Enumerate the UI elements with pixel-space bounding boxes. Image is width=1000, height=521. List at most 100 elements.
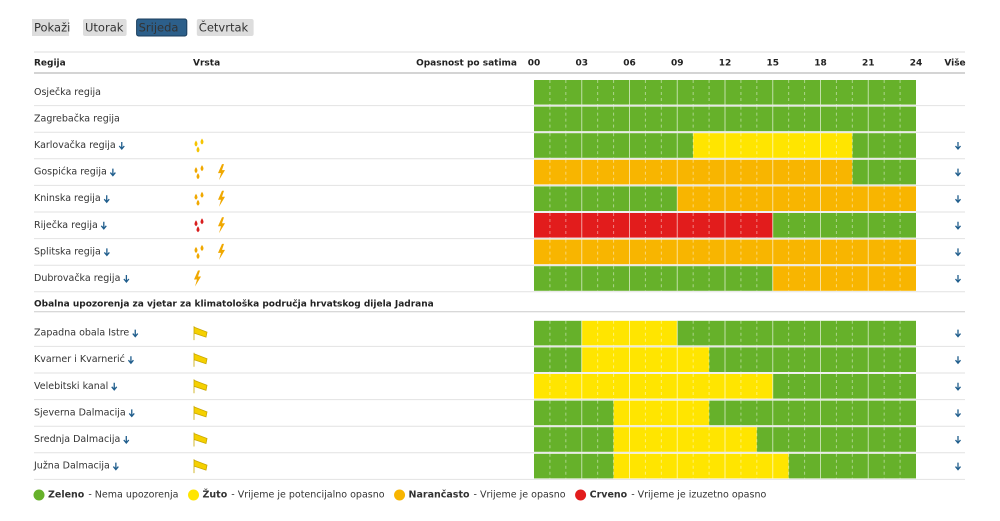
- more-arrow[interactable]: [955, 142, 961, 151]
- expand-arrow[interactable]: [111, 382, 118, 391]
- more-arrow[interactable]: [955, 195, 961, 204]
- expand-arrow[interactable]: [103, 248, 110, 257]
- hazard-segment: [788, 453, 916, 479]
- section-title: Obalna upozorenja za vjetar za klimatolo…: [34, 298, 434, 309]
- legend-swatch: [188, 489, 200, 501]
- rain-icon: [194, 165, 204, 180]
- wind-icon: [193, 405, 208, 420]
- expand-arrow[interactable]: [123, 436, 130, 445]
- rain-icon: [194, 218, 204, 233]
- wind-icon: [193, 352, 208, 367]
- day-tab-label[interactable]: Srijeda: [139, 21, 179, 35]
- legend-description: - Vrijeme je izuzetno opasno: [631, 490, 766, 501]
- hazard-segment: [534, 213, 773, 238]
- day-tabs: Pokaži Utorak Srijeda Četvrtak: [32, 18, 254, 37]
- hazard-segment: [534, 133, 694, 158]
- hazard-segment: [772, 266, 916, 291]
- type-header: Vrsta: [193, 59, 220, 69]
- region-name[interactable]: Sjeverna Dalmacija: [34, 407, 126, 418]
- region-name[interactable]: Karlovačka regija: [34, 140, 116, 151]
- day-tab[interactable]: [83, 19, 127, 36]
- region-header: Regija: [34, 59, 66, 69]
- hazard-segment: [852, 159, 916, 185]
- hazard-segment: [677, 320, 916, 346]
- more-arrow[interactable]: [955, 329, 961, 338]
- hazard-segment: [534, 347, 582, 372]
- region-name[interactable]: Dubrovačka regija: [34, 273, 120, 284]
- lightning-icon: [218, 217, 225, 234]
- region-name[interactable]: Velebitski kanal: [34, 381, 108, 392]
- day-tab[interactable]: [136, 18, 188, 37]
- hazard-segment: [613, 427, 757, 452]
- expand-arrow[interactable]: [100, 221, 107, 230]
- hour-label: 09: [671, 59, 684, 69]
- expand-arrow[interactable]: [128, 409, 135, 418]
- rain-icon: [194, 244, 204, 259]
- hazard-segment: [534, 159, 853, 185]
- hazard-segment: [534, 453, 614, 479]
- wind-icon: [193, 379, 208, 394]
- more-header: Više: [944, 58, 965, 69]
- legend-name: Zeleno: [48, 490, 85, 501]
- lightning-icon: [218, 243, 225, 260]
- region-name[interactable]: Zapadna obala Istre: [34, 328, 129, 339]
- hazard-segment: [756, 427, 916, 452]
- hazard-header: Opasnost po satima: [416, 59, 517, 69]
- more-arrow[interactable]: [955, 436, 961, 445]
- region-name: Zagrebačka regija: [34, 113, 120, 124]
- hazard-segment: [709, 347, 916, 372]
- more-arrow[interactable]: [955, 248, 961, 257]
- more-arrow[interactable]: [955, 382, 961, 391]
- rain-icon: [194, 138, 204, 153]
- hour-label: 00: [528, 59, 541, 69]
- hour-label: 15: [766, 59, 779, 69]
- lightning-icon: [218, 164, 225, 181]
- expand-arrow[interactable]: [132, 329, 139, 338]
- legend-name: Žuto: [203, 489, 228, 501]
- region-name[interactable]: Srednja Dalmacija: [34, 434, 120, 445]
- more-arrow[interactable]: [955, 221, 961, 230]
- show-label-bg: [32, 19, 69, 36]
- more-arrow[interactable]: [955, 275, 961, 284]
- expand-arrow[interactable]: [103, 195, 110, 204]
- region-name[interactable]: Južna Dalmacija: [33, 461, 110, 472]
- hour-label: 06: [623, 59, 636, 69]
- lightning-icon: [194, 270, 201, 287]
- hour-label: 18: [814, 59, 827, 69]
- expand-arrow[interactable]: [112, 462, 119, 471]
- hazard-segment: [709, 400, 916, 426]
- hazard-segment: [534, 266, 773, 291]
- rain-icon: [194, 191, 204, 206]
- region-name: Osječka regija: [34, 87, 101, 98]
- region-name[interactable]: Kvarner i Kvarnerić: [34, 354, 125, 365]
- hour-label: 12: [719, 59, 732, 69]
- hour-label: 03: [575, 59, 588, 69]
- expand-arrow[interactable]: [109, 168, 116, 177]
- more-arrow[interactable]: [955, 409, 961, 418]
- region-name[interactable]: Gospićka regija: [34, 167, 107, 178]
- region-name[interactable]: Splitska regija: [34, 246, 101, 257]
- hazard-segment: [772, 213, 916, 238]
- expand-arrow[interactable]: [118, 142, 125, 151]
- show-label: Pokaži: [34, 21, 70, 35]
- legend-swatch: [575, 489, 587, 501]
- legend-swatch: [33, 489, 45, 501]
- region-name[interactable]: Riječka regija: [34, 220, 98, 231]
- expand-arrow[interactable]: [123, 275, 130, 284]
- expand-arrow[interactable]: [127, 356, 134, 365]
- day-tab-label[interactable]: Utorak: [85, 21, 124, 35]
- hazard-segment: [534, 320, 582, 346]
- hour-label: 24: [910, 59, 923, 69]
- hazard-segment: [613, 453, 789, 479]
- legend-description: - Vrijeme je potencijalno opasno: [231, 490, 384, 501]
- day-tab[interactable]: [196, 19, 254, 36]
- more-arrow[interactable]: [955, 168, 961, 177]
- hazard-segment: [534, 186, 678, 211]
- more-arrow[interactable]: [955, 356, 961, 365]
- day-tab-label[interactable]: Četvrtak: [199, 20, 249, 35]
- more-arrow[interactable]: [955, 462, 961, 471]
- legend-description: - Nema upozorenja: [88, 490, 178, 501]
- region-name[interactable]: Kninska regija: [34, 193, 101, 204]
- lightning-icon: [218, 190, 225, 207]
